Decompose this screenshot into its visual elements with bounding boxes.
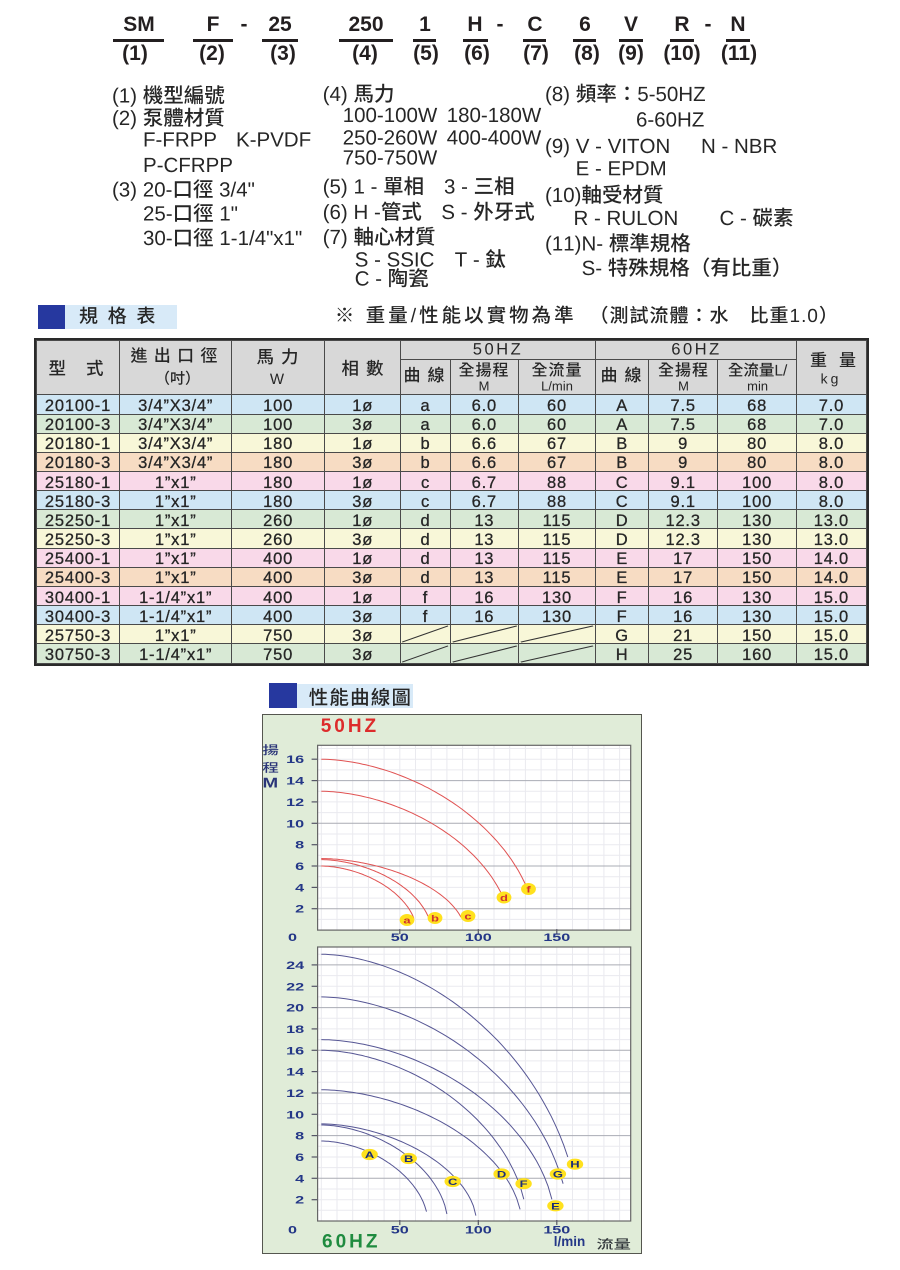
- svg-text:22: 22: [286, 981, 304, 993]
- svg-text:6: 6: [295, 861, 304, 873]
- svg-text:100: 100: [464, 1224, 491, 1236]
- svg-text:20: 20: [286, 1002, 304, 1014]
- svg-text:2: 2: [295, 1194, 304, 1206]
- svg-text:a: a: [403, 916, 411, 926]
- svg-text:d: d: [500, 893, 508, 903]
- svg-text:2: 2: [295, 903, 304, 915]
- svg-text:12: 12: [286, 797, 304, 809]
- svg-text:150: 150: [543, 932, 570, 944]
- svg-text:F: F: [519, 1180, 527, 1190]
- svg-text:0: 0: [287, 1224, 296, 1236]
- svg-text:18: 18: [286, 1024, 304, 1036]
- svg-text:H: H: [570, 1160, 579, 1170]
- svg-text:12: 12: [286, 1088, 304, 1100]
- svg-text:60HZ: 60HZ: [322, 1232, 380, 1253]
- svg-text:50: 50: [390, 932, 408, 944]
- svg-text:8: 8: [295, 1130, 304, 1142]
- svg-text:6: 6: [295, 1152, 304, 1164]
- svg-text:C: C: [448, 1177, 457, 1187]
- svg-text:50HZ: 50HZ: [320, 716, 378, 737]
- svg-text:G: G: [552, 1170, 562, 1180]
- svg-text:0: 0: [287, 932, 296, 944]
- svg-text:16: 16: [286, 754, 304, 766]
- svg-text:B: B: [404, 1154, 413, 1164]
- svg-text:A: A: [364, 1150, 373, 1160]
- svg-text:100: 100: [464, 932, 491, 944]
- svg-text:10: 10: [286, 1109, 304, 1121]
- svg-text:50: 50: [390, 1224, 408, 1236]
- svg-text:l/min: l/min: [553, 1234, 585, 1249]
- svg-text:24: 24: [286, 960, 304, 972]
- svg-text:f: f: [526, 885, 531, 895]
- svg-text:4: 4: [295, 882, 304, 894]
- svg-text:10: 10: [286, 818, 304, 830]
- svg-text:14: 14: [286, 1066, 304, 1078]
- svg-text:4: 4: [295, 1173, 304, 1185]
- svg-text:b: b: [431, 914, 439, 924]
- svg-text:E: E: [551, 1202, 560, 1212]
- svg-text:D: D: [496, 1170, 505, 1180]
- svg-text:14: 14: [286, 775, 304, 787]
- svg-text:150: 150: [543, 1224, 570, 1236]
- svg-text:c: c: [464, 912, 472, 922]
- svg-text:16: 16: [286, 1045, 304, 1057]
- svg-text:8: 8: [295, 839, 304, 851]
